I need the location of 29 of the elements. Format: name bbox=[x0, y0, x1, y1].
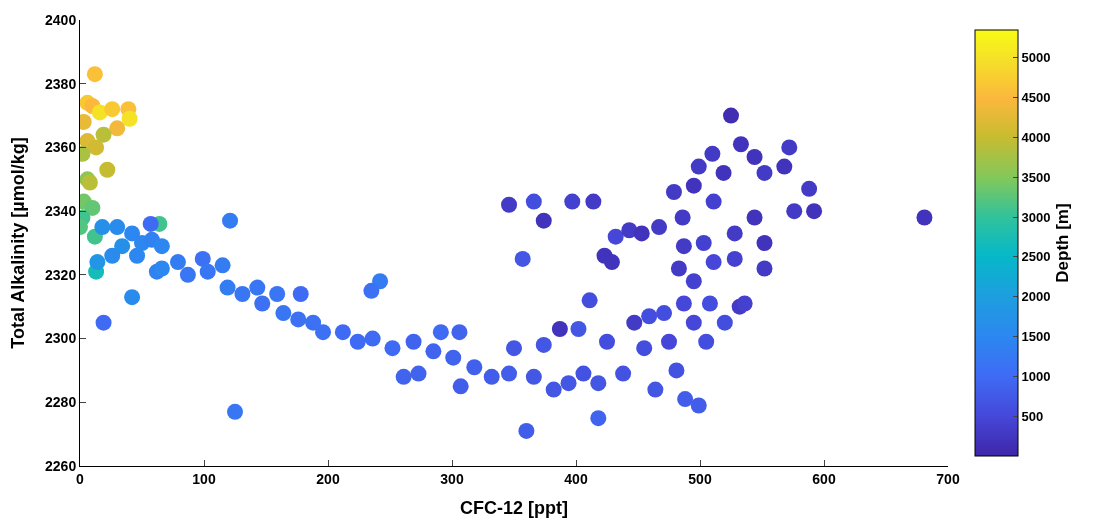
y-tick-label: 2360 bbox=[45, 139, 77, 156]
y-tick-label: 2400 bbox=[45, 11, 77, 28]
color-bar-label: 3000 bbox=[1021, 209, 1051, 225]
y-axis-title: Total Alkalinity [µmol/kg] bbox=[8, 137, 29, 349]
y-tick-label: 2380 bbox=[45, 75, 77, 92]
color-bar-label: 3500 bbox=[1021, 169, 1051, 185]
x-tick-label: 500 bbox=[688, 470, 712, 487]
color-bar-title: Depth [m] bbox=[1052, 203, 1072, 283]
x-tick-label: 700 bbox=[936, 470, 960, 487]
color-bar-label: 2500 bbox=[1021, 249, 1051, 265]
color-bar-label: 2000 bbox=[1021, 289, 1051, 305]
x-tick-label: 300 bbox=[440, 470, 464, 487]
y-tick-label: 2260 bbox=[45, 457, 77, 474]
x-tick-label: 200 bbox=[316, 470, 340, 487]
x-axis-title: CFC-12 [ppt] bbox=[460, 497, 568, 518]
color-bar-label: 1500 bbox=[1021, 329, 1051, 345]
x-tick-label: 100 bbox=[192, 470, 216, 487]
y-tick-label: 2320 bbox=[45, 266, 77, 283]
x-tick-label: 0 bbox=[76, 470, 85, 487]
color-bar-label: 500 bbox=[1021, 408, 1044, 424]
color-bar-label: 1000 bbox=[1021, 368, 1051, 384]
x-tick-label: 400 bbox=[564, 470, 588, 487]
color-bar-label: 4000 bbox=[1021, 130, 1051, 146]
y-tick-label: 2300 bbox=[45, 330, 77, 347]
color-bar-label: 4500 bbox=[1021, 90, 1051, 106]
y-tick-label: 2280 bbox=[45, 394, 77, 411]
x-tick-label: 600 bbox=[812, 470, 836, 487]
color-bar-label: 5000 bbox=[1021, 50, 1051, 66]
y-tick-label: 2340 bbox=[45, 203, 77, 220]
